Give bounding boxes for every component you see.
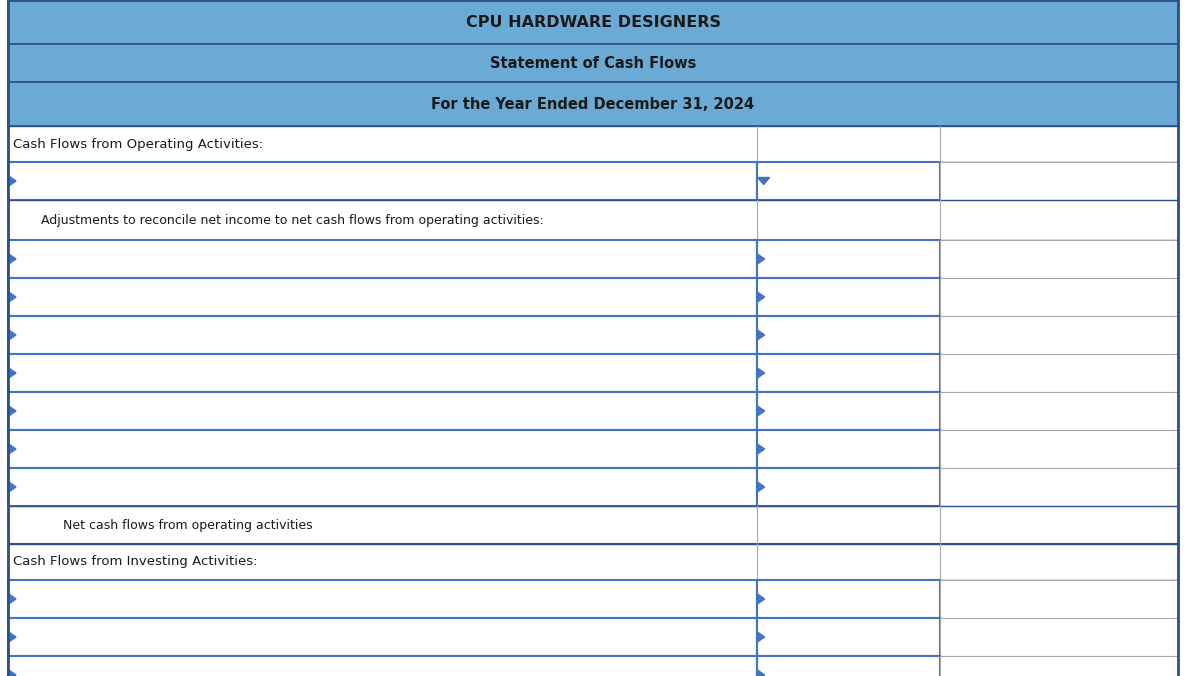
Bar: [8, 544, 1178, 580]
Polygon shape: [8, 291, 15, 302]
Bar: [8, 126, 1178, 162]
Bar: [8, 82, 1178, 126]
Bar: [940, 392, 1178, 430]
Bar: [757, 392, 940, 430]
Polygon shape: [8, 594, 15, 604]
Polygon shape: [8, 669, 15, 676]
Polygon shape: [757, 631, 765, 642]
Bar: [940, 316, 1178, 354]
Polygon shape: [8, 176, 15, 187]
Bar: [8, 240, 757, 278]
Bar: [8, 44, 1178, 82]
Text: CPU HARDWARE DESIGNERS: CPU HARDWARE DESIGNERS: [465, 14, 721, 30]
Bar: [940, 618, 1178, 656]
Polygon shape: [8, 254, 15, 264]
Bar: [8, 0, 1178, 44]
Bar: [8, 162, 757, 200]
Bar: [940, 430, 1178, 468]
Text: Statement of Cash Flows: Statement of Cash Flows: [490, 55, 696, 70]
Polygon shape: [757, 443, 765, 454]
Polygon shape: [8, 443, 15, 454]
Bar: [757, 618, 940, 656]
Polygon shape: [757, 406, 765, 416]
Polygon shape: [757, 594, 765, 604]
Bar: [757, 316, 940, 354]
Bar: [8, 316, 757, 354]
Polygon shape: [758, 178, 770, 185]
Bar: [8, 392, 757, 430]
Bar: [940, 240, 1178, 278]
Bar: [940, 580, 1178, 618]
Polygon shape: [757, 329, 765, 341]
Bar: [8, 278, 757, 316]
Text: Adjustments to reconcile net income to net cash flows from operating activities:: Adjustments to reconcile net income to n…: [33, 214, 543, 226]
Polygon shape: [8, 406, 15, 416]
Bar: [940, 656, 1178, 676]
Bar: [757, 580, 940, 618]
Polygon shape: [757, 254, 765, 264]
Bar: [8, 506, 1178, 544]
Bar: [757, 468, 940, 506]
Text: Cash Flows from Investing Activities:: Cash Flows from Investing Activities:: [13, 556, 257, 569]
Text: Cash Flows from Operating Activities:: Cash Flows from Operating Activities:: [13, 137, 263, 151]
Bar: [757, 278, 940, 316]
Bar: [8, 430, 757, 468]
Bar: [757, 656, 940, 676]
Bar: [8, 468, 757, 506]
Bar: [940, 468, 1178, 506]
Bar: [8, 200, 1178, 240]
Text: For the Year Ended December 31, 2024: For the Year Ended December 31, 2024: [432, 97, 754, 112]
Bar: [8, 618, 757, 656]
Polygon shape: [8, 329, 15, 341]
Bar: [757, 240, 940, 278]
Bar: [8, 580, 757, 618]
Bar: [757, 162, 940, 200]
Text: Net cash flows from operating activities: Net cash flows from operating activities: [63, 518, 313, 531]
Polygon shape: [757, 291, 765, 302]
Polygon shape: [757, 669, 765, 676]
Bar: [757, 354, 940, 392]
Bar: [940, 354, 1178, 392]
Polygon shape: [8, 368, 15, 379]
Bar: [8, 354, 757, 392]
Bar: [8, 656, 757, 676]
Bar: [940, 162, 1178, 200]
Bar: [757, 430, 940, 468]
Polygon shape: [8, 481, 15, 493]
Polygon shape: [8, 631, 15, 642]
Polygon shape: [757, 368, 765, 379]
Bar: [940, 278, 1178, 316]
Polygon shape: [757, 481, 765, 493]
